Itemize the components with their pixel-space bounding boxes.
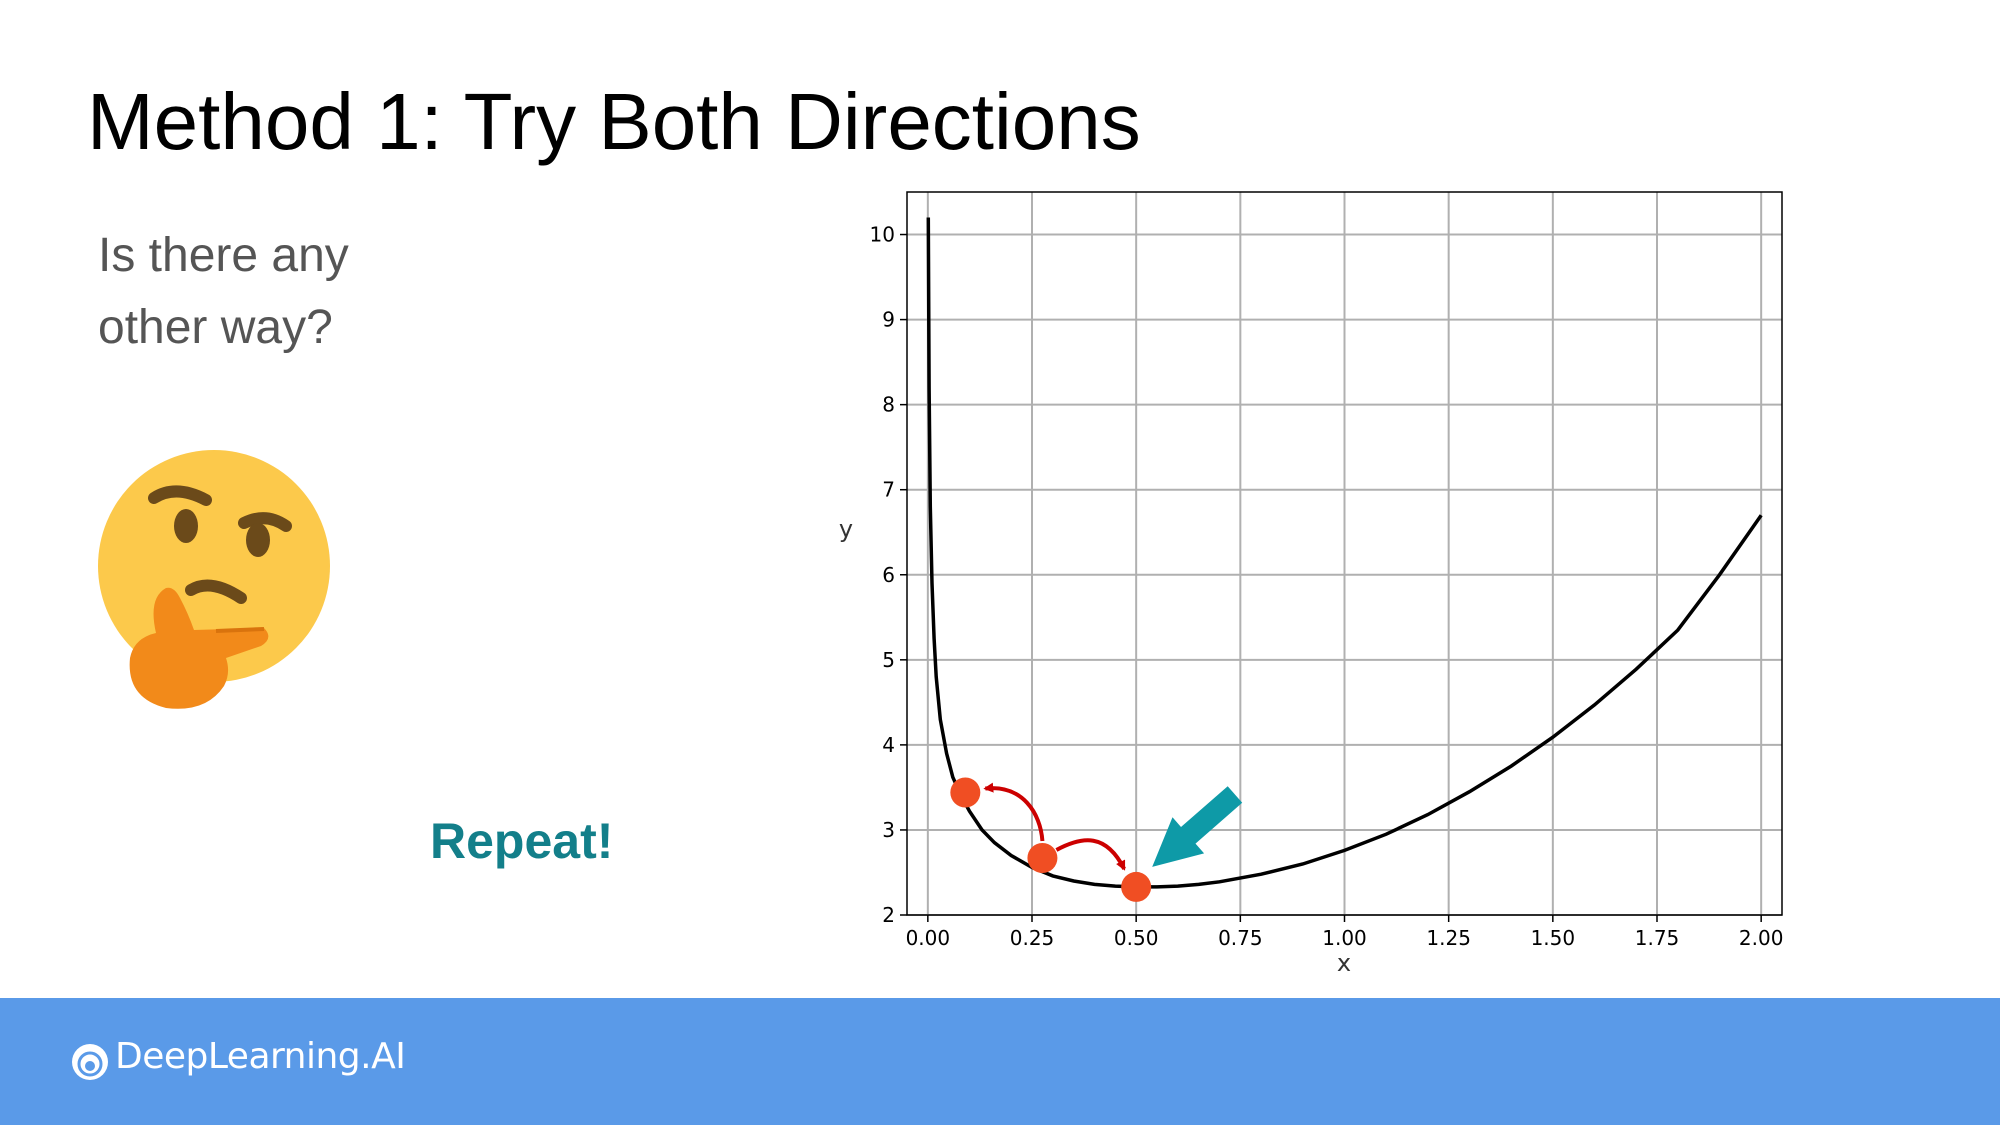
- footer-bar: DeepLearning.AI: [0, 998, 2000, 1125]
- series-line: [926, 217, 1763, 889]
- y-tick-label: 10: [870, 223, 895, 247]
- chart-grid: [907, 192, 1782, 916]
- x-tick-label: 1.50: [1531, 926, 1576, 950]
- x-tick-label: 0.50: [1114, 926, 1159, 950]
- question-line-1: Is there any: [98, 229, 349, 282]
- step-arrow-right: [1055, 838, 1126, 871]
- y-tick-label: 4: [882, 733, 895, 757]
- deeplearning-logo-icon: [72, 1044, 108, 1080]
- x-tick-label: 1.25: [1426, 926, 1471, 950]
- data-point: [1121, 871, 1152, 902]
- step-arrow-left: [983, 782, 1045, 842]
- y-tick-label: 5: [882, 648, 895, 672]
- y-tick-label: 7: [882, 478, 895, 502]
- x-tick-label: 0.00: [906, 926, 951, 950]
- question-line-2: other way?: [98, 301, 333, 354]
- y-tick-label: 9: [882, 308, 895, 332]
- x-tick-label: 1.75: [1635, 926, 1680, 950]
- thinking-face-icon: [98, 450, 330, 709]
- x-tick-label: 2.00: [1739, 926, 1784, 950]
- data-point: [1027, 843, 1058, 874]
- brand-name: DeepLearning.AI: [115, 1036, 406, 1077]
- chart-ticks: 0.00 0.25 0.50 0.75 1.00 1.25 1.50 1.75 2.00 2 3 4 5…: [870, 223, 1784, 950]
- data-point: [950, 777, 981, 808]
- x-tick-label: 1.00: [1322, 926, 1367, 950]
- y-axis-label: y: [839, 515, 853, 543]
- y-tick-label: 2: [882, 903, 895, 927]
- x-tick-label: 0.25: [1010, 926, 1055, 950]
- loss-curve-chart: 0.00 0.25 0.50 0.75 1.00 1.25 1.50 1.75 2.00 2 3 4 5…: [839, 191, 1784, 977]
- question-text: Is there any other way?: [98, 220, 518, 364]
- repeat-label: Repeat!: [430, 813, 614, 869]
- y-tick-label: 8: [882, 393, 895, 417]
- x-tick-label: 0.75: [1218, 926, 1263, 950]
- teal-arrow-icon: [1152, 786, 1243, 867]
- slide-title: Method 1: Try Both Directions: [87, 77, 1141, 166]
- chart-points: [950, 777, 1152, 902]
- x-axis-label: x: [1337, 949, 1351, 977]
- y-tick-label: 3: [882, 818, 895, 842]
- y-tick-label: 6: [882, 563, 895, 587]
